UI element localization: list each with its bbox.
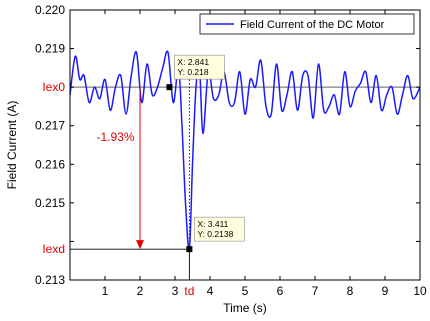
y-tick-label: 0.219 [35,42,65,56]
x-tick-label: 2 [137,284,144,298]
x-tick-label: 7 [312,284,319,298]
reference-lines [70,60,420,280]
y-tick-label: 0.215 [35,196,65,210]
legend: Field Current of the DC Motor [199,13,415,35]
data-tip-x: X: 2.841 [177,57,209,67]
data-tip-box [174,54,225,80]
drop-arrow-head [136,240,144,250]
data-tip-y: Y: 0.2138 [197,229,233,239]
drop-percentage-label: -1.93% [96,130,134,144]
axis-ticks: 1 2 3 4 5 6 7 8 9 10 0.213 0.215 0.216 0.217 0.219 0.22… [35,3,427,298]
annotations: -1.93% [96,87,144,250]
x-axis-label: Time (s) [223,301,267,315]
legend-entry: Field Current of the DC Motor [240,19,385,31]
y-tick-label-special: Iexd [42,242,65,256]
data-tip-x: X: 3.411 [197,219,228,229]
y-tick-label: 0.216 [35,157,65,171]
x-tick-label: 8 [347,284,354,298]
x-tick-label: 3 [172,284,179,298]
data-tip-box [194,216,245,242]
y-tick-label: 0.220 [35,3,65,17]
legend-box [199,13,415,35]
x-tick-label: 1 [102,284,109,298]
series-line [69,50,421,251]
series-layer [69,50,421,251]
data-tip-marker [166,84,173,91]
y-tick-label: 0.217 [35,119,65,133]
y-axis-label: Field Current (A) [5,101,19,190]
plot-area [70,10,420,280]
x-tick-label: 6 [277,284,284,298]
y-tick-label-special: Iex0 [42,80,65,94]
x-tick-label: 5 [242,284,249,298]
x-tick-label: 4 [207,284,214,298]
y-tick-label: 0.213 [35,273,65,287]
data-tip-marker [186,246,193,253]
x-tick-label: 10 [413,284,427,298]
x-tick-label: 9 [382,284,389,298]
x-tick-label-special: td [184,284,194,298]
data-tip-y: Y: 0.218 [177,67,208,77]
